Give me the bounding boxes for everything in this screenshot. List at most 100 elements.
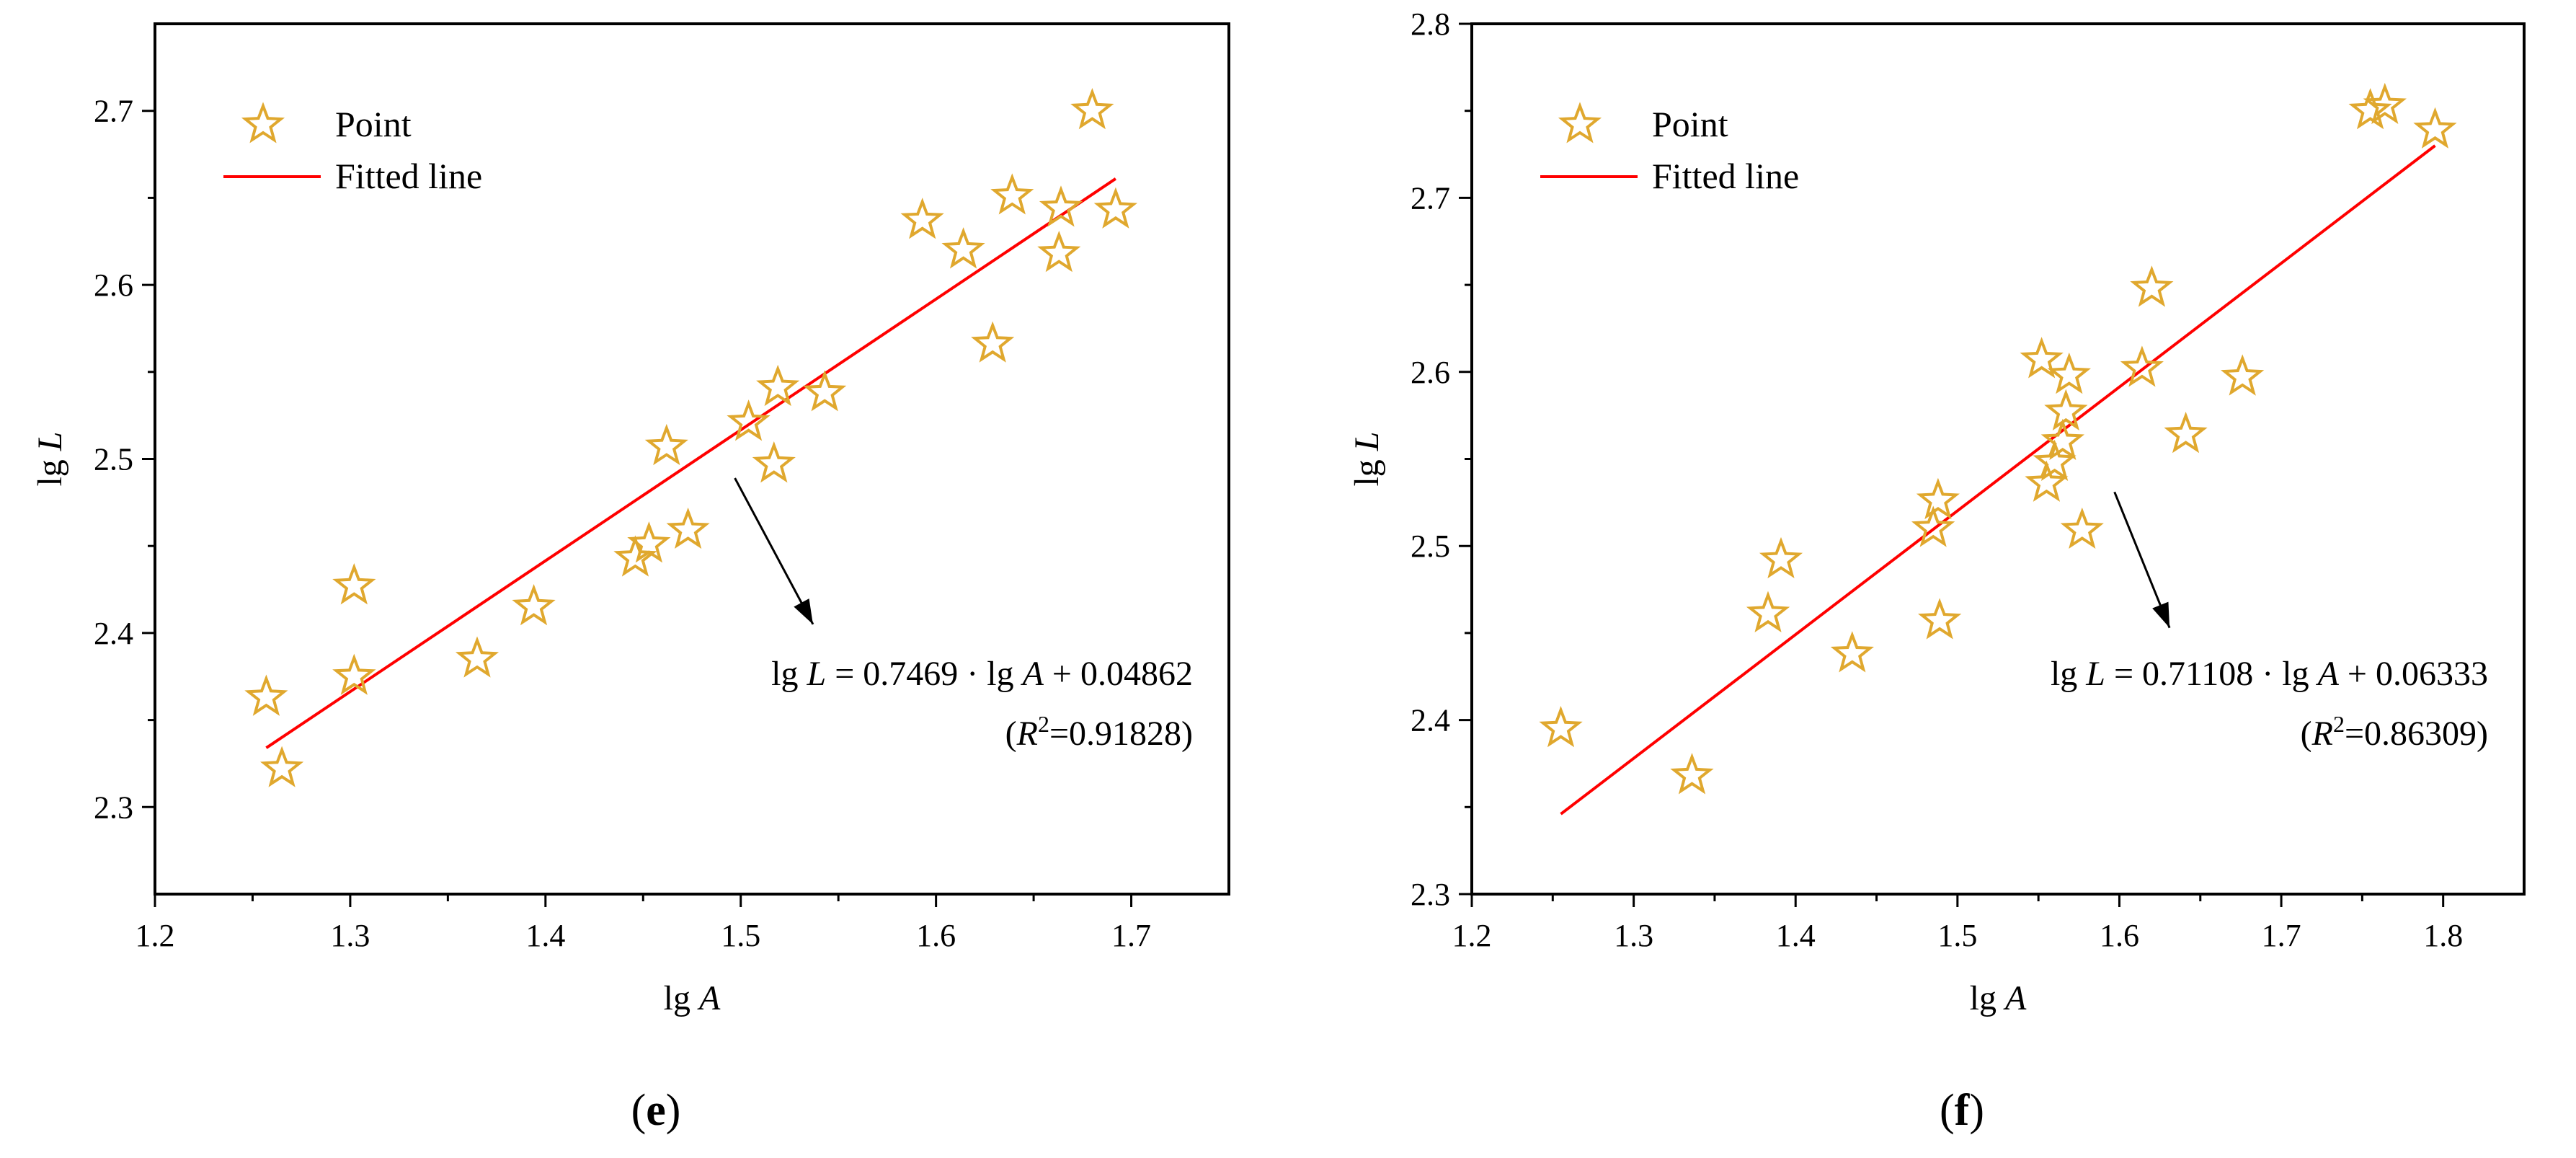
x-tick-label: 1.7 <box>2262 918 2301 953</box>
panel-caption-close: ) <box>666 1086 681 1135</box>
chart-panel-f: 1.2 1.3 1.4 1.5 1.6 1.7 1.8 2.3 2.4 2.5 2.6 2.7 2.8 l… <box>1288 0 2576 1158</box>
x-tick-label: 1.3 <box>330 918 370 953</box>
legend-point-marker <box>1558 102 1602 143</box>
y-tick-label: 2.6 <box>94 268 133 303</box>
y-axis-title: lg L <box>1348 431 1386 486</box>
fit-equation-rhs: = 0.7469 · lg <box>826 655 1022 693</box>
r-squared: (R2=0.91828) <box>1005 711 1193 753</box>
legend-line-label: Fitted line <box>1652 156 1799 196</box>
legend-point-label: Point <box>335 104 412 144</box>
y-tick-label: 2.7 <box>94 94 133 129</box>
data-point <box>2060 507 2104 549</box>
panel-caption-letter: f <box>1955 1086 1971 1135</box>
data-point <box>1670 753 1714 795</box>
panel-caption-open: ( <box>1940 1086 1955 1135</box>
chart-svg-f: 1.2 1.3 1.4 1.5 1.6 1.7 1.8 2.3 2.4 2.5 2.6 2.7 2.8 l… <box>1348 6 2526 1135</box>
r-squared-open: ( <box>1005 715 1017 753</box>
data-point <box>2020 337 2064 379</box>
data-point <box>2025 460 2069 502</box>
data-point <box>1918 598 1962 640</box>
r-squared-symbol: R <box>2311 715 2333 753</box>
plot-frame <box>1470 22 2526 896</box>
data-point <box>332 563 376 605</box>
data-point <box>244 674 288 716</box>
x-axis-title-var: A <box>697 979 721 1017</box>
annotation-arrow-head <box>794 598 813 624</box>
data-point <box>2363 82 2407 125</box>
legend-point-label: Point <box>1652 104 1728 144</box>
fit-equation-tail: + 0.06333 <box>2339 655 2488 693</box>
y-tick-label: 2.6 <box>1411 355 1450 390</box>
fit-equation-rhs-var: A <box>1021 655 1044 693</box>
fit-equation-rhs: = 0.71108 · lg <box>2105 655 2318 693</box>
data-point <box>1911 505 1955 547</box>
data-point <box>613 535 657 577</box>
panel-caption-close: ) <box>1969 1086 1984 1135</box>
x-axis-title: lg A <box>664 979 721 1017</box>
data-point <box>644 423 688 466</box>
data-point <box>803 370 847 412</box>
y-tick-label: 2.4 <box>94 616 133 651</box>
data-point <box>2221 354 2265 396</box>
data-point <box>666 507 710 549</box>
r-squared-value: =0.91828) <box>1049 715 1193 753</box>
data-point <box>1759 536 1803 579</box>
data-point <box>1916 477 1960 520</box>
data-point <box>1037 230 1081 273</box>
annotation-arrow-head <box>2152 601 2170 628</box>
plot-frame <box>154 22 1230 896</box>
y-tick-label: 2.7 <box>1411 180 1450 216</box>
data-point <box>455 636 499 678</box>
y-axis-title-var: L <box>1348 431 1386 451</box>
fit-equation-lhs-var: L <box>2085 655 2105 693</box>
panel-caption: (f) <box>1940 1086 1984 1135</box>
x-axis-title: lg A <box>1970 979 2027 1017</box>
data-point <box>2130 265 2174 307</box>
fit-equation: lg L = 0.71108 · lg A + 0.06333 <box>2051 655 2488 693</box>
annotation-arrow-shaft <box>734 477 814 625</box>
r-squared: (R2=0.86309) <box>2301 711 2488 753</box>
x-tick-label: 1.8 <box>2423 918 2463 953</box>
fit-equation-rhs-var: A <box>2316 655 2340 693</box>
data-point <box>2164 412 2208 454</box>
data-point <box>2413 107 2457 149</box>
r-squared-value: =0.86309) <box>2345 715 2488 753</box>
chart-svg-e: 1.2 1.3 1.4 1.5 1.6 1.72.32.42.52.62.7lg Alg … <box>31 22 1230 1135</box>
r-squared-symbol: R <box>1016 715 1038 753</box>
data-point <box>512 584 556 626</box>
x-axis-title-prefix: lg <box>1970 979 2005 1017</box>
data-point <box>260 746 304 787</box>
y-axis-title: lg L <box>31 431 69 486</box>
data-point <box>1830 631 1874 673</box>
y-axis-title-prefix: lg <box>1348 451 1386 486</box>
fitted-line <box>1560 144 2436 816</box>
panel-caption-letter: e <box>646 1086 666 1135</box>
data-point <box>1539 706 1583 748</box>
data-point <box>1039 185 1083 227</box>
x-tick-label: 1.3 <box>1614 918 1653 953</box>
r-squared-superscript: 2 <box>2333 711 2345 737</box>
panel-caption: (e) <box>631 1086 681 1135</box>
fit-equation-lhs-var: L <box>807 655 827 693</box>
r-squared-superscript: 2 <box>1038 711 1049 737</box>
y-tick-label: 2.5 <box>1411 529 1450 564</box>
legend-line-label: Fitted line <box>335 156 482 196</box>
data-point <box>971 321 1015 363</box>
data-point <box>1093 187 1137 229</box>
y-tick-label: 2.3 <box>1411 877 1450 912</box>
x-tick-label: 1.2 <box>1452 918 1492 953</box>
data-point <box>756 364 800 407</box>
data-point <box>1746 591 1790 633</box>
data-point <box>2047 352 2091 394</box>
x-tick-label: 1.7 <box>1111 918 1151 953</box>
data-point <box>2348 88 2392 130</box>
fit-equation-lhs-prefix: lg <box>2051 655 2086 693</box>
data-point <box>752 441 796 483</box>
data-point <box>2044 389 2088 431</box>
x-tick-label: 1.2 <box>136 918 175 953</box>
data-point <box>332 653 376 695</box>
x-tick-label: 1.5 <box>721 918 760 953</box>
x-axis-title-var: A <box>2003 979 2027 1017</box>
x-tick-label: 1.5 <box>1937 918 1977 953</box>
